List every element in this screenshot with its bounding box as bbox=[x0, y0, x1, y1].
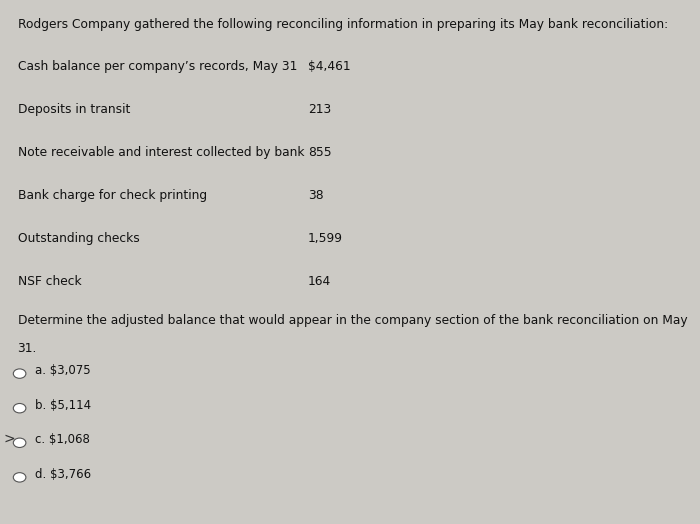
Text: 38: 38 bbox=[308, 189, 323, 202]
Text: a. $3,075: a. $3,075 bbox=[35, 364, 90, 377]
Text: b. $5,114: b. $5,114 bbox=[35, 399, 91, 412]
Text: 213: 213 bbox=[308, 103, 331, 116]
Text: c. $1,068: c. $1,068 bbox=[35, 433, 90, 446]
Text: Determine the adjusted balance that would appear in the company section of the b: Determine the adjusted balance that woul… bbox=[18, 314, 687, 328]
Text: Outstanding checks: Outstanding checks bbox=[18, 232, 139, 245]
Text: Rodgers Company gathered the following reconciling information in preparing its : Rodgers Company gathered the following r… bbox=[18, 18, 668, 31]
Text: $4,461: $4,461 bbox=[308, 60, 351, 73]
Text: NSF check: NSF check bbox=[18, 275, 81, 288]
Text: d. $3,766: d. $3,766 bbox=[35, 468, 91, 481]
Text: 164: 164 bbox=[308, 275, 331, 288]
Text: Bank charge for check printing: Bank charge for check printing bbox=[18, 189, 206, 202]
Text: 1,599: 1,599 bbox=[308, 232, 343, 245]
Text: Note receivable and interest collected by bank: Note receivable and interest collected b… bbox=[18, 146, 304, 159]
Text: Deposits in transit: Deposits in transit bbox=[18, 103, 130, 116]
Text: 31.: 31. bbox=[18, 342, 37, 355]
Text: Cash balance per company’s records, May 31: Cash balance per company’s records, May … bbox=[18, 60, 297, 73]
Text: 855: 855 bbox=[308, 146, 332, 159]
Text: >: > bbox=[4, 432, 15, 445]
